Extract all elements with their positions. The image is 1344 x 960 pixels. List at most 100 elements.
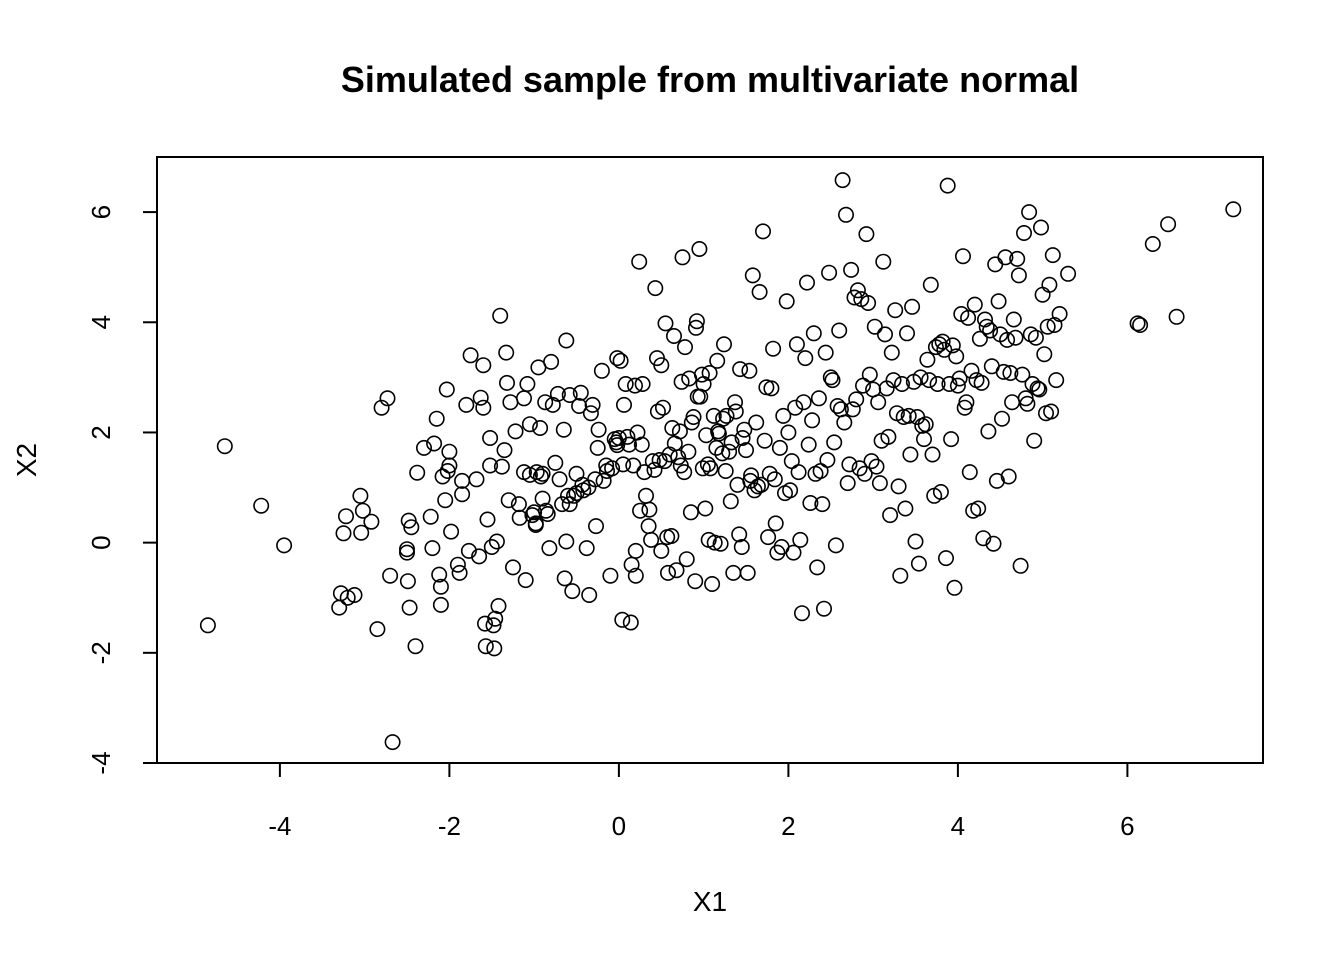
data-point xyxy=(615,396,632,413)
data-point xyxy=(556,570,573,587)
data-point xyxy=(363,513,380,530)
data-point xyxy=(858,226,875,243)
data-point xyxy=(589,439,606,456)
data-point xyxy=(482,457,499,474)
data-point xyxy=(534,490,551,507)
data-point xyxy=(701,364,718,381)
data-point xyxy=(767,515,784,532)
data-point xyxy=(976,311,993,328)
data-point xyxy=(604,460,621,477)
data-point xyxy=(443,523,460,540)
data-point xyxy=(733,538,750,555)
data-point xyxy=(831,322,848,339)
x-axis-label: X1 xyxy=(693,886,727,917)
data-point xyxy=(437,492,454,509)
data-point xyxy=(929,375,946,392)
data-point xyxy=(718,407,735,424)
data-point xyxy=(1041,276,1058,293)
data-point xyxy=(521,416,538,433)
data-point xyxy=(798,274,815,291)
data-point xyxy=(564,583,581,600)
data-point xyxy=(917,416,934,433)
data-point xyxy=(565,487,582,504)
x-tick-label: -4 xyxy=(268,811,291,841)
data-point xyxy=(712,535,729,552)
data-point xyxy=(737,442,754,459)
data-point xyxy=(537,394,554,411)
data-point xyxy=(595,472,612,489)
data-point xyxy=(454,472,471,489)
data-point xyxy=(490,597,507,614)
data-point xyxy=(1029,380,1046,397)
data-point xyxy=(839,475,856,492)
y-axis-label: X2 xyxy=(11,443,42,477)
data-point xyxy=(431,566,448,583)
data-point xyxy=(687,319,704,336)
data-point xyxy=(1027,329,1044,346)
data-point xyxy=(785,544,802,561)
plot-frame xyxy=(156,156,1264,764)
data-point xyxy=(458,396,475,413)
data-point xyxy=(771,439,788,456)
data-point xyxy=(717,462,734,479)
data-point xyxy=(532,468,549,485)
data-point xyxy=(890,478,907,495)
data-point xyxy=(848,391,865,408)
data-point xyxy=(626,377,643,394)
data-point xyxy=(572,384,589,401)
data-point xyxy=(695,375,712,392)
data-point xyxy=(584,396,601,413)
data-point xyxy=(369,621,386,638)
data-point xyxy=(609,350,626,367)
data-point xyxy=(621,436,638,453)
data-point xyxy=(451,564,468,581)
data-point xyxy=(866,318,883,335)
data-point xyxy=(373,399,390,416)
data-point xyxy=(673,373,690,390)
data-point xyxy=(671,423,688,440)
y-tick-label: -4 xyxy=(86,751,116,774)
data-point xyxy=(615,456,632,473)
data-point xyxy=(432,596,449,613)
data-point xyxy=(1000,468,1017,485)
data-point xyxy=(432,578,449,595)
data-point xyxy=(622,614,639,631)
data-point xyxy=(846,289,863,306)
data-point xyxy=(922,276,939,293)
data-point xyxy=(766,471,783,488)
data-point xyxy=(892,567,909,584)
data-point xyxy=(978,318,995,335)
data-point xyxy=(640,518,657,535)
data-point xyxy=(1022,326,1039,343)
data-point xyxy=(398,541,415,558)
data-point xyxy=(706,534,723,551)
data-point xyxy=(692,388,709,405)
data-point xyxy=(543,353,560,370)
data-point xyxy=(815,600,832,617)
data-point xyxy=(646,461,663,478)
data-point xyxy=(668,562,685,579)
data-point xyxy=(993,410,1010,427)
data-point xyxy=(744,267,761,284)
data-point xyxy=(657,315,674,332)
data-point xyxy=(454,486,471,503)
data-point xyxy=(685,408,702,425)
data-point xyxy=(1034,286,1051,303)
data-point xyxy=(502,394,519,411)
data-point xyxy=(697,500,714,517)
y-tick-label: 0 xyxy=(86,535,116,549)
data-point xyxy=(885,372,902,389)
data-point xyxy=(537,502,554,519)
data-point xyxy=(331,599,348,616)
data-point xyxy=(769,544,786,561)
data-point xyxy=(795,394,812,411)
data-point xyxy=(814,496,831,513)
data-point xyxy=(783,453,800,470)
data-point xyxy=(824,372,841,389)
data-point xyxy=(587,471,604,488)
data-point xyxy=(982,322,999,339)
y-tick-label: 6 xyxy=(86,205,116,219)
data-point xyxy=(633,436,650,453)
data-point xyxy=(710,425,727,442)
data-point xyxy=(664,419,681,436)
